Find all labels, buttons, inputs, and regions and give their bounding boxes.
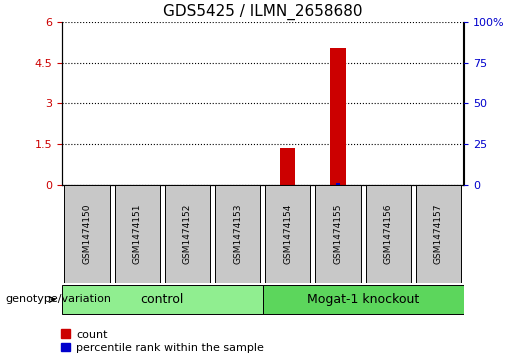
Bar — [165, 185, 210, 283]
Bar — [280, 148, 295, 185]
Text: GSM1474155: GSM1474155 — [334, 204, 342, 264]
Bar — [366, 185, 411, 283]
Bar — [263, 285, 464, 314]
Bar — [336, 183, 340, 185]
Bar — [315, 185, 360, 283]
Text: GSM1474154: GSM1474154 — [283, 204, 292, 264]
Text: control: control — [141, 293, 184, 306]
Bar — [114, 185, 160, 283]
Bar — [64, 185, 110, 283]
Text: GSM1474156: GSM1474156 — [384, 204, 392, 264]
Title: GDS5425 / ILMN_2658680: GDS5425 / ILMN_2658680 — [163, 4, 363, 20]
Bar — [265, 185, 311, 283]
Text: GSM1474151: GSM1474151 — [133, 204, 142, 264]
Text: Mogat-1 knockout: Mogat-1 knockout — [307, 293, 419, 306]
Text: genotype/variation: genotype/variation — [5, 294, 111, 305]
Bar — [331, 48, 346, 185]
Text: GSM1474152: GSM1474152 — [183, 204, 192, 264]
Legend: count, percentile rank within the sample: count, percentile rank within the sample — [57, 325, 268, 358]
Text: GSM1474157: GSM1474157 — [434, 204, 443, 264]
Bar — [215, 185, 260, 283]
Bar — [62, 285, 263, 314]
Bar — [416, 185, 461, 283]
Text: GSM1474150: GSM1474150 — [82, 204, 91, 264]
Text: GSM1474153: GSM1474153 — [233, 204, 242, 264]
